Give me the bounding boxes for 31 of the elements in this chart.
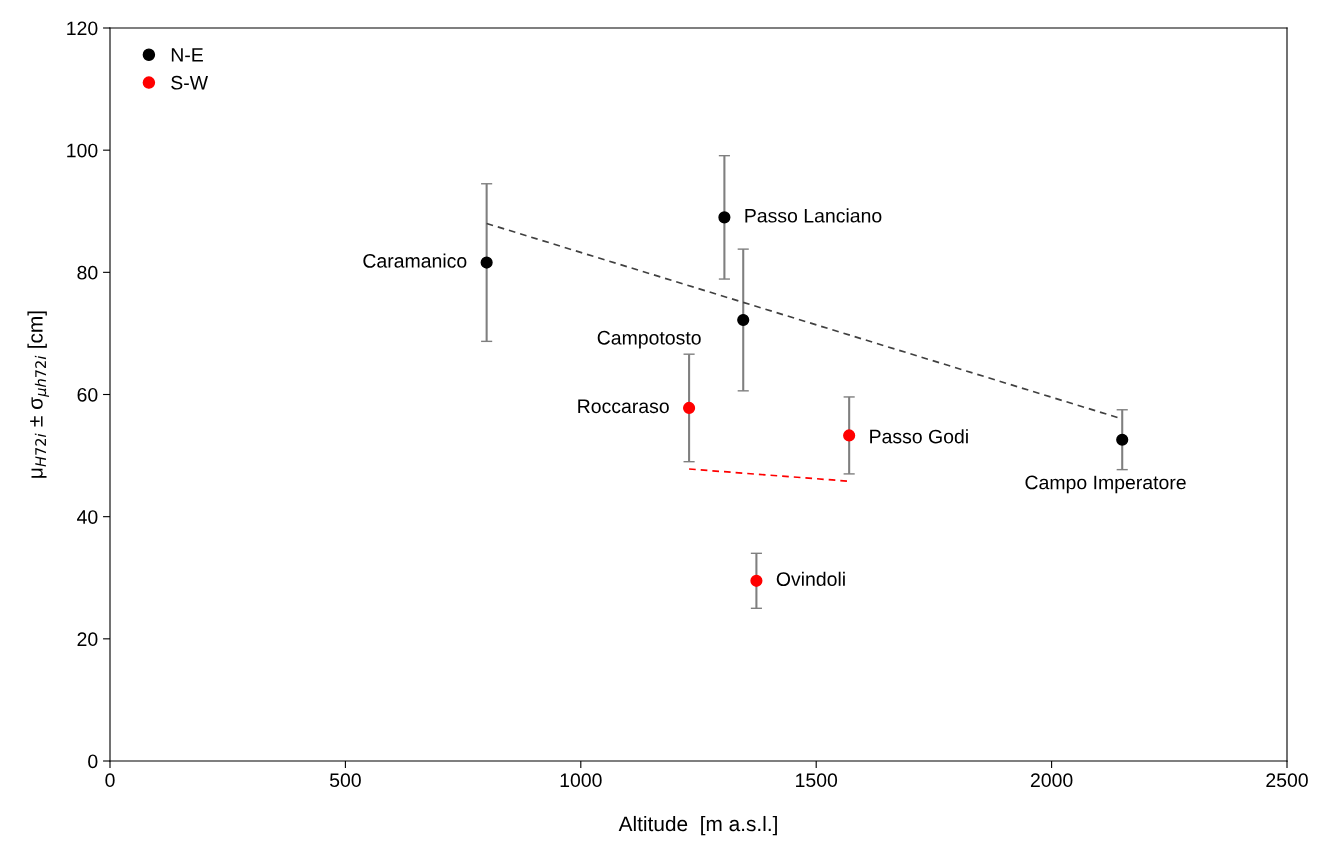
point [737,313,750,327]
point [480,256,493,269]
annotation: Passo Lanciano [745,208,882,223]
y-tick-label: 20 [77,632,98,647]
y-axis-title: μ$_{H72i}$ ± σ$_{μh72i}$ [cm] [27,311,49,478]
legend-label: S-W [171,75,209,90]
point [718,211,731,224]
annotation: Roccaraso [578,399,669,414]
y-tick-label: 60 [77,387,98,402]
x-tick-label: 500 [329,773,361,788]
point [750,574,763,587]
y-tick-label: 40 [77,510,98,524]
legend-label: N-E [171,48,203,62]
y-tick-label: 80 [77,265,98,280]
y-tick-label: 100 [67,143,98,158]
x-tick-label: 2500 [1266,773,1308,788]
x-tick-label: 1000 [560,773,602,788]
annotation: Campo Imperatore [1025,475,1186,494]
point [683,401,696,415]
annotation: Caramanico [363,253,467,268]
x-tick-label: 2000 [1030,773,1073,788]
annotation: Passo Godi [870,429,968,444]
point [843,429,856,442]
y-tick-label: 0 [88,754,98,769]
annotation: Ovindoli [776,571,845,587]
x-axis-title: Altitude [m a.s.l.] [618,815,777,836]
point [1116,433,1129,446]
annotation: Campotosto [597,330,701,349]
x-tick-label: 0 [105,773,115,788]
y-tick-label: 120 [67,21,98,36]
x-tick-label: 1500 [796,773,838,788]
